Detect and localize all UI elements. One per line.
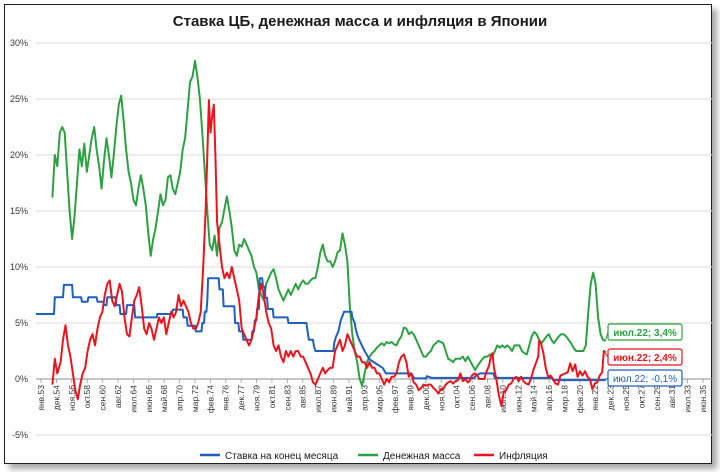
y-tick-label: 30% <box>10 38 28 48</box>
legend-label-inflation: Инфляция <box>499 450 548 462</box>
x-tick-label: июн.66 <box>144 385 154 413</box>
x-tick-label: мар.95 <box>375 385 385 412</box>
x-tick-label: ноя.02 <box>436 385 446 411</box>
y-tick-label: 0% <box>15 374 28 384</box>
x-tick-label: июн.12 <box>513 385 523 413</box>
chart-title: Ставка ЦБ, денежная масса и инфляция в Я… <box>173 13 547 30</box>
x-tick-label: окт.27 <box>636 385 646 409</box>
annotation-label: июл.22; 3,4% <box>613 328 677 339</box>
x-tick-label: июн.89 <box>329 385 339 413</box>
x-tick-label: янв.76 <box>221 385 231 411</box>
y-tick-label: 25% <box>10 94 28 104</box>
x-tick-label: сен.60 <box>98 385 108 411</box>
x-tick-label: янв.22 <box>590 385 600 411</box>
x-tick-label: ноя.56 <box>67 385 77 411</box>
x-tick-label: сен.29 <box>652 385 662 411</box>
y-tick-label: 20% <box>10 150 28 160</box>
x-tick-label: авг.08 <box>482 385 492 408</box>
x-tick-label: сен.83 <box>282 385 292 411</box>
x-tick-label: фев.97 <box>390 385 400 413</box>
x-tick-label: сен.06 <box>467 385 477 411</box>
x-tick-label: апр.70 <box>175 385 185 411</box>
legend: Ставка на конец месяца Денежная масса Инфл… <box>200 450 548 462</box>
x-tick-label: дек.77 <box>236 385 246 410</box>
x-tick-label: авг.31 <box>667 385 677 408</box>
series-line-money <box>51 59 606 387</box>
x-tick-label: авг.62 <box>113 385 123 408</box>
x-tick-label: авг.85 <box>298 385 308 408</box>
x-tick-label: ноя.25 <box>621 385 631 411</box>
x-tick-label: ноя.79 <box>252 385 262 411</box>
x-tick-label: апр.16 <box>544 385 554 411</box>
x-tick-label: апр.93 <box>359 385 369 411</box>
annotation-box <box>607 323 683 341</box>
x-tick-label: дек.54 <box>51 385 61 410</box>
x-tick-label: дек.00 <box>421 385 431 410</box>
legend-label-money: Денежная масса <box>383 451 461 462</box>
x-tick-label: июл.87 <box>313 385 323 413</box>
y-tick-label: 5% <box>15 318 28 328</box>
annotation-label: июл.22; -0,1% <box>613 374 677 385</box>
x-tick-label: мар.18 <box>559 385 569 412</box>
annotations: июл.22; 3,4% июн.22; 2,4% июл.22; -0,1% <box>604 323 683 387</box>
x-tick-label: янв.53 <box>36 385 46 411</box>
annotation-label: июн.22; 2,4% <box>613 353 677 364</box>
x-tick-label: июн.35 <box>698 385 708 413</box>
x-tick-label: янв.99 <box>405 385 415 411</box>
series-lines <box>36 59 607 407</box>
y-tick-label: -5% <box>12 430 28 440</box>
x-tick-label: май.68 <box>159 385 169 412</box>
x-tick-labels: янв.53 дек.54 ноя.56 окт.58 сен.60 авг.62 июл.… <box>36 379 708 413</box>
x-tick-label: июл.33 <box>683 385 693 413</box>
x-tick-label: дек.23 <box>606 385 616 410</box>
x-tick-label: июл.64 <box>128 385 138 413</box>
series-line-inflation <box>51 99 607 407</box>
legend-label-rate: Ставка на конец месяца <box>225 451 339 462</box>
x-tick-label: фев.74 <box>205 385 215 413</box>
x-tick-label: фев.20 <box>575 385 585 413</box>
x-tick-label: май.91 <box>344 385 354 412</box>
x-tick-label: окт.81 <box>267 385 277 409</box>
x-tick-label: окт.58 <box>82 385 92 409</box>
annotation-box <box>607 369 683 387</box>
y-tick-label: 10% <box>10 262 28 272</box>
x-tick-label: мар.72 <box>190 385 200 412</box>
x-tick-label: окт.04 <box>452 385 462 409</box>
y-tick-label: 15% <box>10 206 28 216</box>
x-tick-label: май.14 <box>529 385 539 412</box>
y-tick-labels: 30% 25% 20% 15% 10% 5% 0% -5% <box>10 38 28 440</box>
annotation-box <box>607 348 683 366</box>
